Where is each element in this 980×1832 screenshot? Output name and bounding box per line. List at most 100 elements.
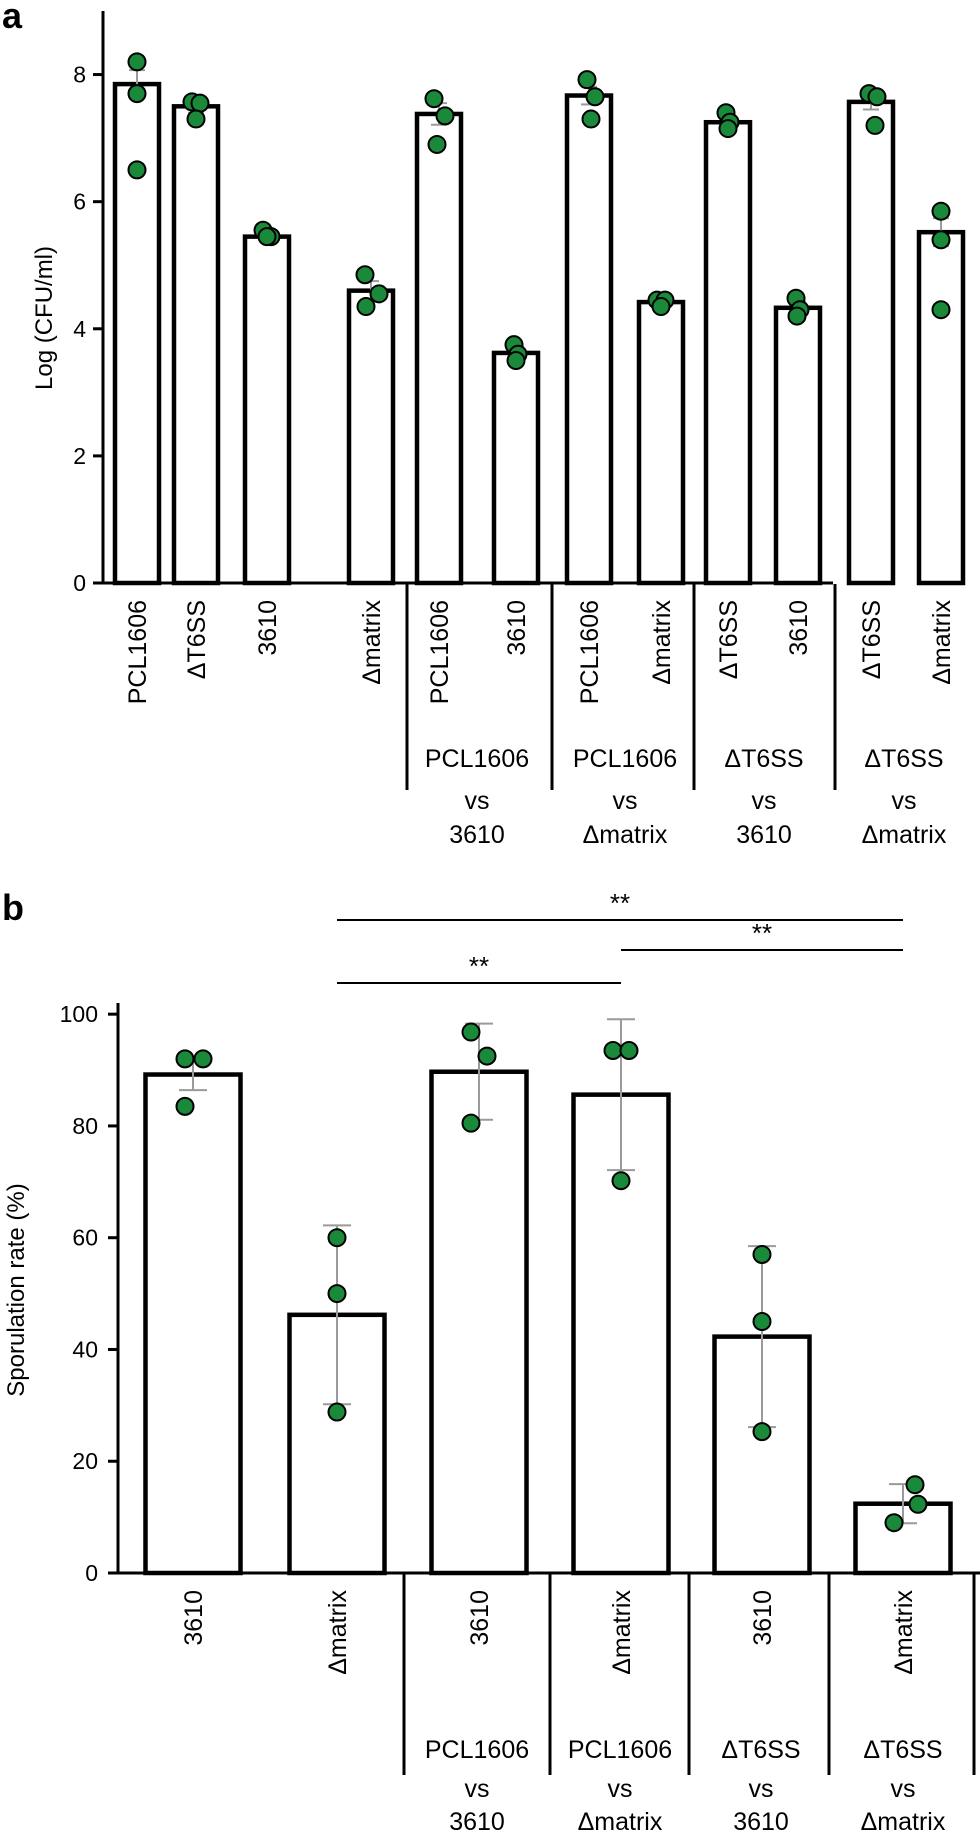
panel-b-group-label: PCL1606: [425, 1736, 529, 1764]
panel-b-data-point: [905, 1475, 925, 1495]
panel-b-bar: [429, 1069, 529, 1576]
panel-a-bar: [171, 104, 221, 586]
panel-b-data-point: [603, 1041, 623, 1060]
panel-b-category-label: Δmatrix: [890, 1590, 918, 1675]
panel-a-bar: [112, 81, 162, 586]
panel-a-data-point: [651, 297, 671, 317]
panel-b-y-tick-label: 100: [60, 1001, 98, 1027]
panel-a-data-point: [424, 89, 444, 109]
panel-a-data-point: [190, 93, 210, 113]
panel-b-chart: 0 20 40 60 80 100 3610 Δmatrix 3610 Δmatrix 3610 Δm…: [60, 888, 980, 1832]
panel-a-category-label: 3610: [503, 600, 531, 656]
panel-a-group-label: PCL1606: [425, 745, 529, 773]
panel-a-data-point: [931, 300, 951, 320]
panel-a-bar: [636, 299, 686, 586]
panel-b-group-label: PCL1606: [568, 1736, 672, 1764]
panel-b-data-point: [611, 1171, 631, 1191]
panel-b-data-point: [461, 1022, 481, 1042]
panel-a-category-label: Δmatrix: [358, 600, 386, 685]
panel-a-category-label: ΔT6SS: [858, 600, 886, 679]
panel-b-group-label: Δmatrix: [861, 1808, 946, 1832]
panel-a-data-point: [356, 297, 376, 317]
panel-b-significance-label: **: [469, 951, 489, 981]
panel-a-data-point: [581, 109, 601, 129]
panel-b-category-label: 3610: [749, 1590, 777, 1646]
panel-a-bar: [242, 234, 292, 586]
panel-b-group-label: 3610: [733, 1808, 789, 1832]
panel-a-bar: [703, 119, 753, 586]
panel-b-significance-label: **: [610, 888, 630, 918]
panel-a-data-point: [257, 227, 277, 247]
panel-a-data-point: [787, 306, 807, 326]
panel-b-group-label: ΔT6SS: [721, 1736, 800, 1764]
panel-b-letter: b: [2, 887, 24, 928]
panel-a-category-label: PCL1606: [124, 600, 152, 704]
panel-b-data-point: [477, 1046, 497, 1066]
panel-b-category-label: 3610: [180, 1590, 208, 1646]
panel-b-significance-label: **: [752, 918, 772, 948]
panel-a-letter: a: [2, 0, 23, 36]
panel-a-category-label: Δmatrix: [928, 600, 956, 685]
panel-a-data-point: [931, 201, 951, 221]
panel-b-data-point: [327, 1402, 347, 1422]
panel-b-data-point: [175, 1049, 195, 1069]
panel-b-data-point: [327, 1284, 347, 1304]
panel-b-data-point: [175, 1096, 195, 1116]
panel-a-data-point: [435, 106, 455, 126]
panel-b-group-label: vs: [891, 1775, 916, 1803]
panel-b-y-tick-label: 0: [85, 1560, 98, 1586]
panel-a-data-point: [506, 351, 526, 371]
panel-a-bar: [491, 350, 541, 586]
panel-a-category-label: PCL1606: [576, 600, 604, 704]
panel-a-group-label: 3610: [736, 821, 792, 849]
panel-a-data-point: [127, 160, 147, 180]
panel-a-bar: [564, 93, 614, 586]
panel-a-data-point: [127, 84, 147, 104]
panel-a-bar: [414, 111, 464, 586]
panel-a-y-tick-label: 0: [73, 570, 86, 596]
panel-a-data-point: [577, 70, 597, 90]
panel-a-data-point: [369, 284, 389, 304]
panel-a-data-point: [867, 87, 887, 107]
panel-b-data-point: [193, 1049, 213, 1069]
panel-a-group-label: vs: [752, 787, 777, 815]
panel-a-group-label: Δmatrix: [862, 821, 947, 849]
panel-a-data-point: [585, 87, 605, 107]
panel-a-y-tick-label: 4: [73, 316, 86, 342]
panel-b-y-tick-label: 20: [72, 1448, 98, 1474]
panel-b-group-label: vs: [465, 1775, 490, 1803]
panel-b-y-tick-label: 80: [72, 1113, 98, 1139]
panel-b-data-point: [461, 1113, 481, 1133]
panel-a-category-label: PCL1606: [426, 600, 454, 704]
panel-a-y-tick-label: 2: [73, 443, 86, 469]
panel-a-group-label: vs: [613, 787, 638, 815]
panel-b-category-label: 3610: [466, 1590, 494, 1646]
panel-a-y-tick-label: 6: [73, 189, 86, 215]
panel-a-data-point: [186, 109, 206, 129]
panel-b-y-tick-label: 60: [72, 1225, 98, 1251]
panel-b-y-tick-label: 40: [72, 1336, 98, 1362]
panel-a-y-tick-label: 8: [73, 62, 86, 88]
panel-b-group-label: ΔT6SS: [863, 1736, 942, 1764]
panel-a-y-axis-title: Log (CFU/ml): [31, 246, 58, 390]
panel-a-bar: [346, 288, 396, 586]
panel-b-group-label: vs: [749, 1775, 774, 1803]
panel-a-category-label: Δmatrix: [648, 600, 676, 685]
panel-a-data-point: [127, 52, 147, 72]
panel-a-category-label: ΔT6SS: [715, 600, 743, 679]
panel-a-data-point: [865, 115, 885, 135]
panel-a-bar: [773, 305, 823, 586]
panel-b-data-point: [752, 1312, 772, 1332]
panel-a-group-label: 3610: [449, 821, 505, 849]
panel-a-group-label: vs: [892, 787, 917, 815]
panel-a-category-label: ΔT6SS: [183, 600, 211, 679]
panel-a-bar: [846, 99, 896, 586]
panel-a-data-point: [355, 265, 375, 285]
panel-b-data-point: [752, 1422, 772, 1442]
panel-b-data-point: [619, 1041, 639, 1060]
panel-b-y-axis-title: Sporulation rate (%): [3, 1183, 30, 1396]
panel-b-group-label: Δmatrix: [578, 1808, 663, 1832]
panel-a-category-label: 3610: [254, 600, 282, 656]
panel-b-data-point: [884, 1513, 904, 1533]
